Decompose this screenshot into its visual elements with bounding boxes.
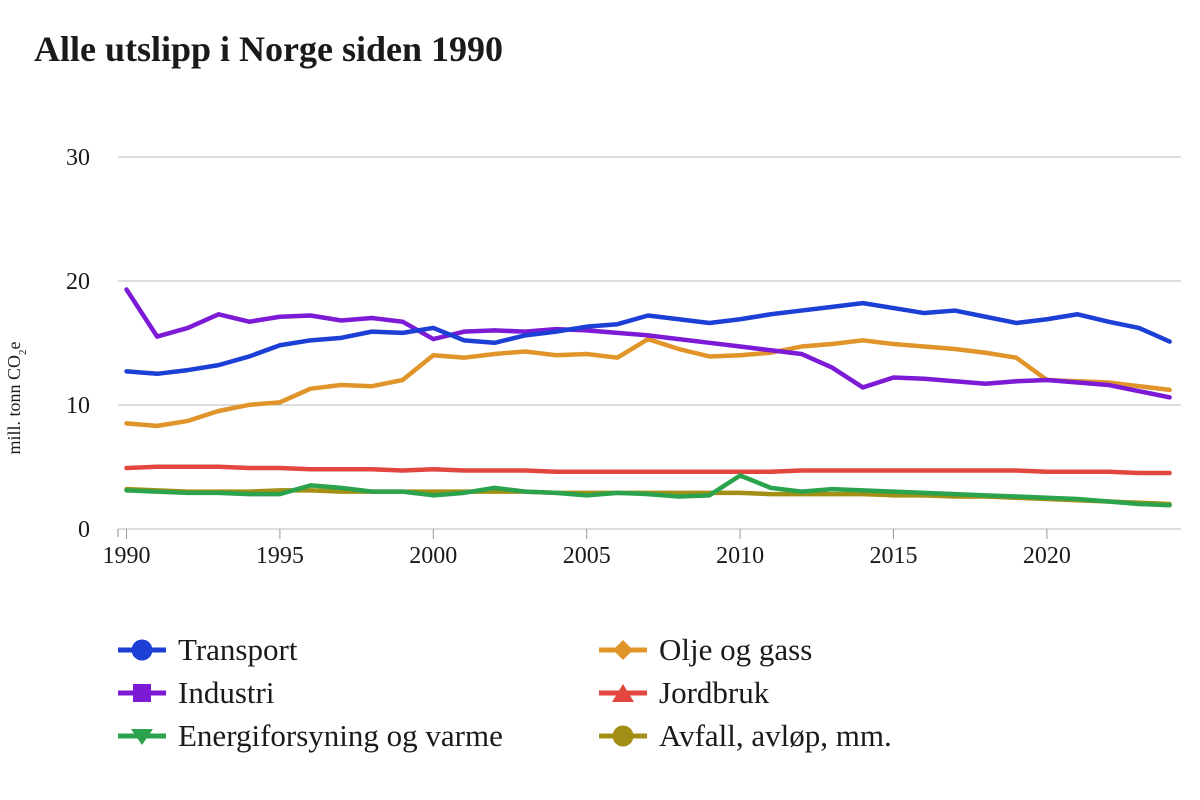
svg-text:0: 0 — [78, 517, 90, 543]
svg-text:10: 10 — [66, 393, 90, 419]
svg-text:1995: 1995 — [256, 543, 304, 569]
svg-text:2015: 2015 — [870, 543, 918, 569]
svg-text:2020: 2020 — [1023, 543, 1071, 569]
svg-text:1990: 1990 — [103, 543, 151, 569]
svg-text:2010: 2010 — [716, 543, 764, 569]
svg-text:2005: 2005 — [563, 543, 611, 569]
svg-text:20: 20 — [66, 269, 90, 295]
svg-text:30: 30 — [66, 145, 90, 171]
svg-text:mill. tonn CO2e: mill. tonn CO2e — [4, 341, 29, 454]
svg-text:2000: 2000 — [409, 543, 457, 569]
